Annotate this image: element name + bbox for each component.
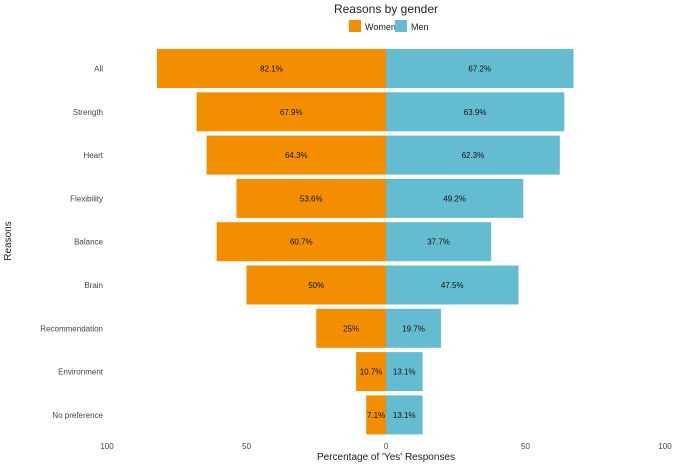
legend: Women Men	[349, 20, 429, 32]
legend-label-women: Women	[365, 22, 396, 32]
category-label: Balance	[74, 238, 103, 247]
women-bar-label: 10.7%	[360, 368, 383, 377]
men-bar	[386, 135, 560, 175]
women-bar	[156, 49, 386, 88]
men-bar-label: 13.1%	[393, 368, 416, 377]
chart-title: Reasons by gender	[334, 2, 438, 16]
men-bar-label: 62.3%	[462, 151, 485, 160]
women-bar	[196, 92, 386, 132]
women-bar-label: 67.9%	[280, 108, 303, 117]
legend-swatch-men	[395, 20, 407, 32]
men-bar	[386, 178, 524, 218]
men-bar	[386, 49, 574, 88]
category-label: Environment	[58, 368, 104, 377]
men-bar-label: 49.2%	[443, 194, 466, 203]
men-bar	[386, 395, 423, 435]
y-axis-title: Reasons	[3, 221, 14, 260]
women-bar-label: 25%	[343, 324, 359, 333]
men-bar	[386, 265, 519, 305]
men-bar-label: 37.7%	[427, 238, 450, 247]
category-label: Heart	[83, 151, 103, 160]
category-label: No preference	[52, 411, 103, 420]
women-bar	[366, 395, 386, 435]
women-bar	[316, 308, 386, 348]
category-label: Recommendation	[40, 324, 103, 333]
x-axis-title: Percentage of 'Yes' Responses	[317, 452, 455, 463]
men-bar	[386, 92, 565, 132]
women-bar-label: 50%	[308, 281, 324, 290]
women-bar	[216, 222, 386, 262]
category-label: All	[94, 65, 103, 74]
women-bar	[356, 352, 386, 392]
women-bar-label: 64.3%	[285, 151, 308, 160]
women-bar-label: 53.6%	[300, 194, 323, 203]
men-bar	[386, 222, 492, 262]
men-bar-label: 19.7%	[402, 324, 425, 333]
men-bar	[386, 352, 423, 392]
x-tick-label: 100	[658, 442, 672, 451]
x-tick-label: 50	[521, 442, 530, 451]
women-bar-label: 7.1%	[367, 411, 385, 420]
men-bar	[386, 308, 441, 348]
plot-area: All 82.1% 67.2% Strength 67.9% 63.9% Heart 64.3…	[40, 49, 672, 451]
category-label: Strength	[73, 108, 103, 117]
women-bar	[206, 135, 386, 175]
men-bar-label: 67.2%	[468, 65, 491, 74]
women-bar	[246, 265, 386, 305]
x-tick-label: 50	[242, 442, 251, 451]
legend-label-men: Men	[411, 22, 429, 32]
legend-swatch-women	[349, 20, 361, 32]
men-bar-label: 13.1%	[393, 411, 416, 420]
category-label: Flexibility	[70, 194, 103, 203]
x-tick-label: 100	[100, 442, 114, 451]
women-bar-label: 82.1%	[260, 65, 283, 74]
category-label: Brain	[84, 281, 103, 290]
men-bar-label: 47.5%	[441, 281, 464, 290]
women-bar	[236, 178, 386, 218]
men-bar-label: 63.9%	[464, 108, 487, 117]
x-tick-label: 0	[384, 442, 389, 451]
women-bar-label: 60.7%	[290, 238, 313, 247]
